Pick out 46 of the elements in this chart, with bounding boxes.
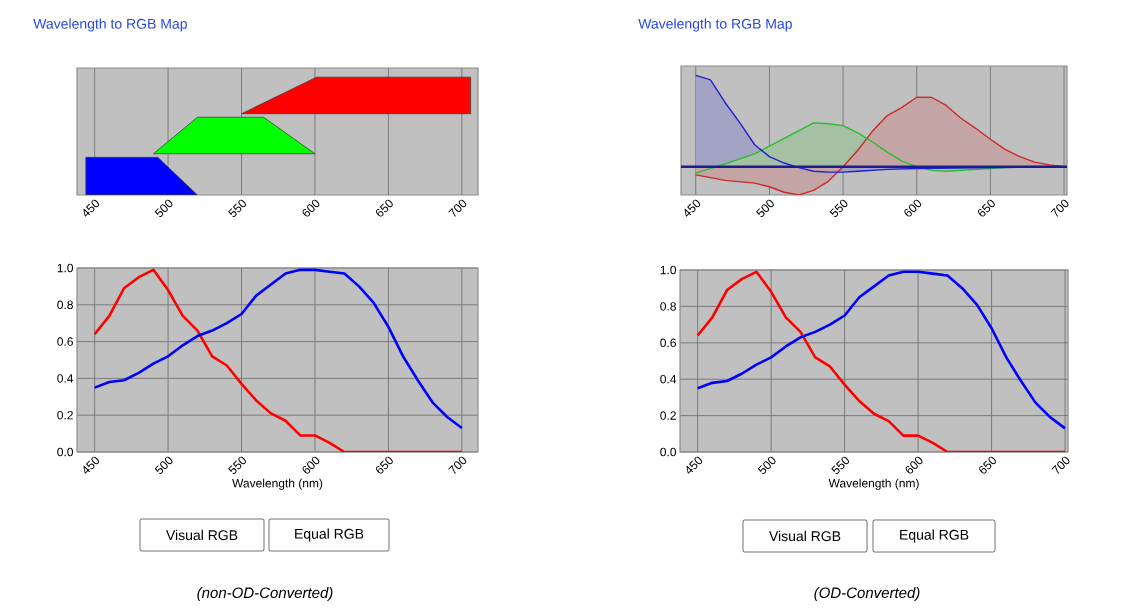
x-tick-label: 600 <box>905 456 923 474</box>
y-tick-label: 0.4 <box>660 374 677 384</box>
y-tick-label: 0.8 <box>57 300 73 310</box>
y-tick-label: 0.6 <box>660 338 676 348</box>
x-tick-label: 450 <box>684 199 701 217</box>
y-tick-label: 0.6 <box>57 337 73 346</box>
x-tick-label: 600 <box>904 199 922 217</box>
x-tick-label: 450 <box>83 199 100 217</box>
x-tick-label: 550 <box>228 456 246 474</box>
x-tick-label: 650 <box>977 199 995 217</box>
x-tick-label: 650 <box>979 456 997 474</box>
x-tick-label: 500 <box>154 199 173 217</box>
x-tick-label: 600 <box>302 199 320 217</box>
text: Visual RGB <box>769 530 841 542</box>
x-tick-label: 550 <box>831 456 850 474</box>
x-tick-label: 550 <box>829 199 848 217</box>
text: Visual RGB <box>166 529 238 541</box>
chart-title: Wavelength to RGB Map <box>638 18 792 32</box>
y-tick-label: 1.0 <box>660 265 677 275</box>
x-tick-label: 600 <box>302 456 320 474</box>
x-tick-label: 500 <box>154 456 173 474</box>
x-tick-label: 500 <box>757 456 776 474</box>
x-tick-label: 650 <box>375 456 393 474</box>
x-axis-title: Wavelength (nm) <box>828 478 919 490</box>
x-tick-label: 700 <box>448 199 467 217</box>
x-tick-label: 550 <box>228 199 246 217</box>
y-tick-label: 0.0 <box>57 447 74 457</box>
y-tick-label: 0.2 <box>660 411 676 420</box>
text: Equal RGB <box>295 528 364 542</box>
y-tick-label: 0.2 <box>57 410 73 420</box>
x-tick-label: 450 <box>686 456 703 474</box>
y-tick-label: 0.0 <box>660 447 677 457</box>
y-tick-label: 0.4 <box>57 374 74 383</box>
text: Equal RGB <box>900 529 969 543</box>
x-tick-label: 700 <box>1051 456 1070 474</box>
x-tick-label: 700 <box>448 456 467 474</box>
x-tick-label: 450 <box>83 456 100 474</box>
y-tick-label: 1.0 <box>57 263 74 273</box>
x-axis-title: Wavelength (nm) <box>232 478 323 490</box>
text: (non-OD-Converted) <box>197 587 333 601</box>
y-tick-label: 0.8 <box>660 302 676 311</box>
x-tick-label: 700 <box>1050 199 1069 217</box>
x-tick-label: 650 <box>375 199 393 217</box>
x-tick-label: 500 <box>756 199 774 217</box>
text: (OD-Converted) <box>814 587 920 601</box>
chart-title: Wavelength to RGB Map <box>33 18 187 32</box>
